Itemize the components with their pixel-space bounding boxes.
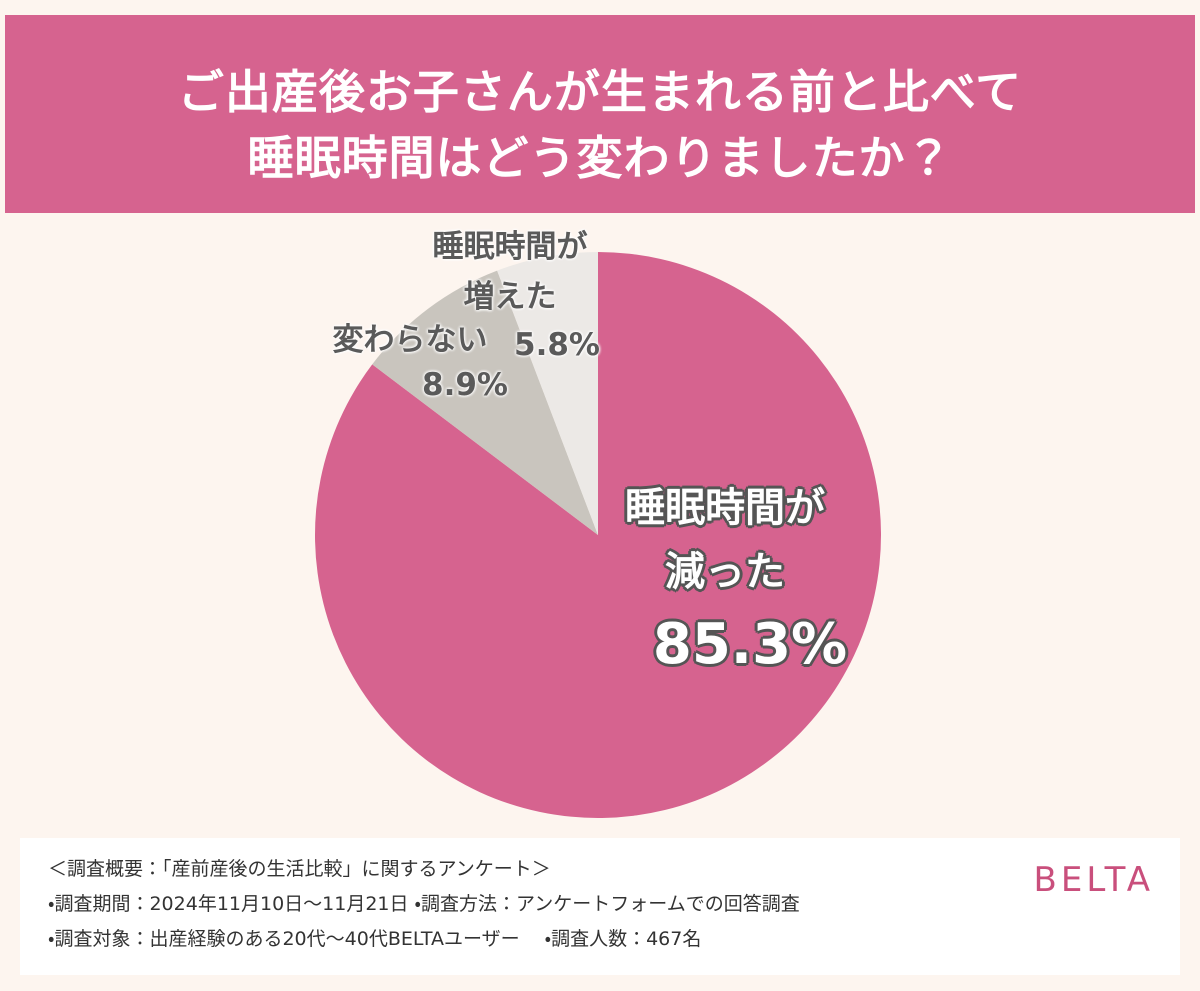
note-line: ・調査対象：出産経験のある20代〜40代BELTAユーザー ・調査人数：467名 (48, 928, 702, 950)
pie-slice (372, 270, 598, 535)
value-label: 85.3% (652, 612, 848, 677)
note-line: ・調査期間：2024年11月10日〜11月21日 ・調査方法：アンケートフォーム… (48, 893, 800, 915)
header: ご出産後お子さんが生まれる前と比べて 睡眠時間はどう変わりましたか？ (5, 15, 1195, 213)
value-label: 5.8% (514, 327, 600, 363)
notes: ＜調査概要：「産前産後の生活比較」に関するアンケート＞ ・調査期間：2024年11… (48, 852, 800, 957)
pie-slice (497, 252, 598, 535)
footer: ＜調査概要：「産前産後の生活比較」に関するアンケート＞ ・調査期間：2024年11… (20, 838, 1180, 975)
chart-title: ご出産後お子さんが生まれる前と比べて 睡眠時間はどう変わりましたか？ (177, 65, 1023, 185)
note-line: ＜調査概要：「産前産後の生活比較」に関するアンケート＞ (48, 858, 551, 880)
value-label: 8.9% (422, 367, 508, 403)
slice-label: 変わらない (332, 322, 488, 358)
logo: BELTA (1033, 860, 1154, 900)
slice-label: 睡眠時間が 増えた (432, 229, 588, 315)
slice-label: 睡眠時間が 減った (625, 485, 825, 595)
